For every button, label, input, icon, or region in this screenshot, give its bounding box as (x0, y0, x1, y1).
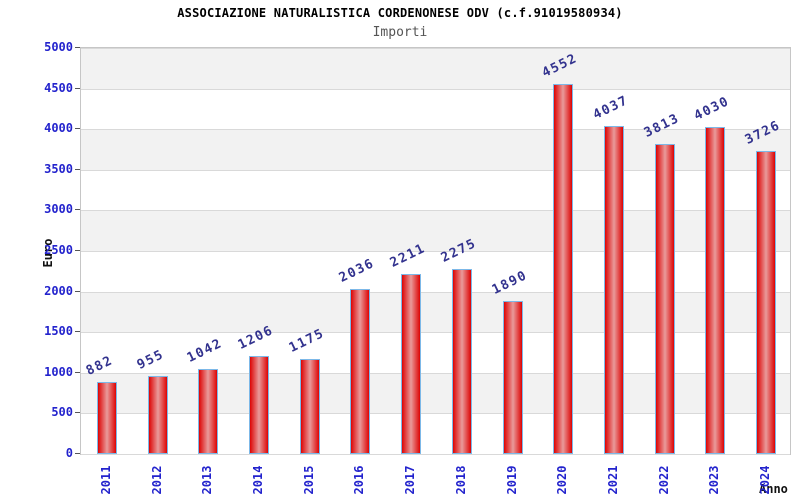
x-tick-label: 2019 (504, 465, 519, 495)
bar (451, 269, 472, 454)
y-tick-label: 1500 (44, 324, 73, 339)
bar (350, 288, 371, 454)
y-tick-label: 5000 (44, 40, 73, 54)
bar (553, 84, 574, 454)
y-gridline (81, 454, 790, 455)
plot-band (81, 88, 790, 130)
bar (299, 358, 320, 454)
y-tick-mark (75, 87, 80, 89)
x-tick-label: 2020 (555, 465, 570, 495)
y-tick-label: 0 (65, 446, 73, 460)
bar (97, 382, 117, 454)
y-gridline (81, 413, 790, 415)
y-tick-mark (75, 371, 80, 373)
bar (502, 300, 523, 454)
y-gridline (81, 129, 790, 131)
y-tick-label: 4000 (44, 121, 73, 136)
y-gridline (81, 291, 790, 293)
bar (603, 126, 624, 454)
x-tick-label: 2014 (251, 465, 266, 495)
bar (654, 144, 675, 454)
y-tick-label: 4500 (44, 80, 73, 95)
y-tick-label: 500 (51, 405, 73, 420)
plot-band (81, 372, 790, 414)
y-tick-mark (75, 290, 80, 292)
bar (147, 376, 168, 454)
x-tick-label: 2013 (200, 465, 215, 495)
y-tick-label: 3000 (44, 202, 73, 217)
x-tick-label: 2018 (453, 465, 468, 495)
y-tick-label: 3500 (44, 161, 73, 176)
y-tick-label: 1000 (44, 364, 73, 379)
y-tick-mark (75, 453, 80, 454)
y-tick-mark (75, 250, 80, 251)
plot-band (81, 169, 790, 211)
x-tick-label: 2012 (149, 465, 164, 495)
bar (249, 356, 270, 454)
x-tick-label: 2016 (352, 465, 367, 495)
y-tick-mark (75, 47, 80, 48)
y-gridline (81, 332, 790, 334)
plot-area: 882 955 1042 1206 1175 2036 2211 2275 1890 4552 40… (80, 47, 791, 455)
plot-band (81, 210, 790, 251)
y-tick-mark (75, 412, 80, 414)
y-gridline (81, 210, 790, 212)
chart-title: ASSOCIAZIONE NATURALISTICA CORDENONESE O… (177, 6, 623, 20)
bar (198, 369, 219, 454)
y-gridline (81, 88, 790, 90)
plot-band (81, 251, 790, 292)
x-tick-label: 2021 (605, 465, 620, 495)
plot-band (81, 48, 790, 89)
x-tick-label: 2011 (99, 465, 113, 495)
y-gridline (81, 169, 790, 171)
y-gridline (81, 48, 790, 49)
plot-band (81, 413, 790, 454)
plot-band (81, 129, 790, 170)
y-gridline (81, 251, 790, 252)
x-tick-label: 2023 (707, 465, 722, 495)
y-tick-mark (75, 128, 80, 130)
y-tick-label: 2000 (44, 283, 73, 298)
chart-subtitle: Importi (372, 25, 428, 40)
bar (401, 274, 422, 454)
y-tick-mark (75, 331, 80, 333)
y-tick-mark (75, 168, 80, 170)
x-tick-label: 2017 (403, 465, 418, 495)
plot-band (81, 291, 790, 333)
x-tick-label: 2024 (757, 465, 772, 495)
x-tick-label: 2015 (301, 465, 316, 495)
x-tick-label: 2022 (656, 465, 671, 495)
x-axis-title: Anno (759, 482, 788, 496)
y-tick-mark (75, 209, 80, 211)
y-gridline (81, 372, 790, 374)
bar (705, 126, 726, 454)
y-tick-label: 2500 (44, 243, 73, 257)
bar (755, 151, 776, 454)
